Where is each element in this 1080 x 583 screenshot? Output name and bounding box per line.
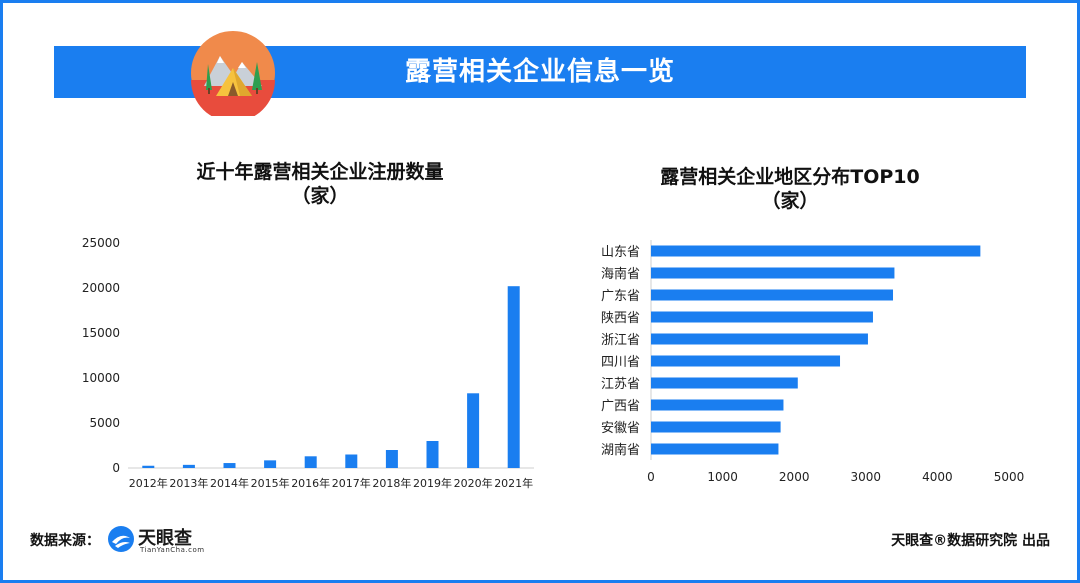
logo-mark-icon bbox=[108, 526, 134, 552]
hbar-y-tick-label: 江苏省 bbox=[601, 376, 640, 392]
hbar-0 bbox=[651, 245, 981, 257]
hbar-1 bbox=[651, 267, 895, 279]
hbar-y-tick-label: 山东省 bbox=[601, 245, 640, 260]
bar-x-tick-label: 2013年 bbox=[169, 476, 208, 490]
bar-x-tick-label: 2015年 bbox=[251, 476, 290, 490]
bar-y-tick-label: 20000 bbox=[82, 281, 120, 295]
hbar-3 bbox=[651, 311, 873, 323]
hbar-y-tick-label: 广东省 bbox=[601, 289, 640, 304]
hbar-4 bbox=[651, 333, 868, 345]
hbar-x-tick-label: 4000 bbox=[922, 470, 953, 484]
data-source-label: 数据来源： bbox=[30, 533, 100, 549]
hbar-y-tick-label: 安徽省 bbox=[601, 421, 640, 436]
bar-x-tick-label: 2012年 bbox=[129, 476, 168, 490]
credit-text: 天眼查®数据研究院 出品 bbox=[891, 533, 1050, 549]
hbar-x-tick-label: 2000 bbox=[779, 470, 810, 484]
hbar-chart-title: 露营相关企业地区分布TOP10 （家） bbox=[620, 165, 960, 213]
bar-x-tick-label: 2020年 bbox=[454, 476, 493, 490]
bar-chart-title: 近十年露营相关企业注册数量 （家） bbox=[150, 160, 490, 208]
hbar-y-tick-label: 四川省 bbox=[601, 355, 640, 370]
bar-4 bbox=[304, 456, 317, 468]
bar-1 bbox=[182, 464, 195, 468]
logo-name: 天眼查 bbox=[138, 528, 192, 549]
bar-2 bbox=[223, 463, 236, 468]
bar-x-tick-label: 2014年 bbox=[210, 476, 249, 490]
hbar-y-tick-label: 湖南省 bbox=[601, 442, 640, 458]
bar-x-tick-label: 2016年 bbox=[291, 476, 330, 490]
hbar-chart-title-text: 露营相关企业地区分布TOP10 bbox=[660, 166, 920, 188]
hbar-x-tick-label: 5000 bbox=[994, 470, 1025, 484]
bar-9 bbox=[507, 286, 520, 468]
hbar-y-tick-label: 浙江省 bbox=[601, 333, 640, 348]
bar-x-tick-label: 2021年 bbox=[494, 476, 533, 490]
bar-x-tick-label: 2019年 bbox=[413, 476, 452, 490]
bar-y-tick-label: 0 bbox=[112, 461, 120, 475]
hbar-2 bbox=[651, 289, 894, 301]
hbar-x-tick-label: 0 bbox=[647, 470, 655, 484]
hbar-7 bbox=[651, 399, 784, 411]
bar-y-tick-label: 25000 bbox=[82, 236, 120, 250]
hbar-x-tick-label: 3000 bbox=[851, 470, 882, 484]
hbar-9 bbox=[651, 443, 779, 455]
bar-3 bbox=[264, 460, 277, 468]
bar-8 bbox=[467, 393, 480, 468]
hbar-y-tick-label: 广西省 bbox=[601, 399, 640, 414]
bar-6 bbox=[385, 450, 398, 468]
bar-y-tick-label: 10000 bbox=[82, 371, 120, 385]
bar-y-tick-label: 15000 bbox=[82, 326, 120, 340]
bar-5 bbox=[345, 454, 358, 468]
tianyancha-logo: 天眼查 TianYanCha.com bbox=[106, 522, 216, 558]
hbar-y-tick-label: 海南省 bbox=[601, 266, 640, 282]
bar-x-tick-label: 2017年 bbox=[332, 476, 371, 490]
hbar-8 bbox=[651, 421, 781, 433]
bar-y-tick-label: 5000 bbox=[89, 416, 120, 430]
hbar-5 bbox=[651, 355, 841, 367]
page-title: 露营相关企业信息一览 bbox=[404, 57, 675, 87]
bar-chart-title-text: 近十年露营相关企业注册数量 bbox=[196, 161, 444, 183]
bar-0 bbox=[142, 465, 155, 468]
hbar-chart-unit: （家） bbox=[761, 190, 819, 212]
hbar-x-tick-label: 1000 bbox=[707, 470, 738, 484]
hbar-y-tick-label: 陕西省 bbox=[601, 311, 640, 326]
hbar-6 bbox=[651, 377, 798, 389]
bar-x-tick-label: 2018年 bbox=[372, 476, 411, 490]
bar-7 bbox=[426, 441, 439, 468]
logo-subtitle: TianYanCha.com bbox=[140, 546, 205, 554]
camping-tent-icon bbox=[191, 31, 275, 116]
bar-chart-unit: （家） bbox=[291, 185, 349, 207]
